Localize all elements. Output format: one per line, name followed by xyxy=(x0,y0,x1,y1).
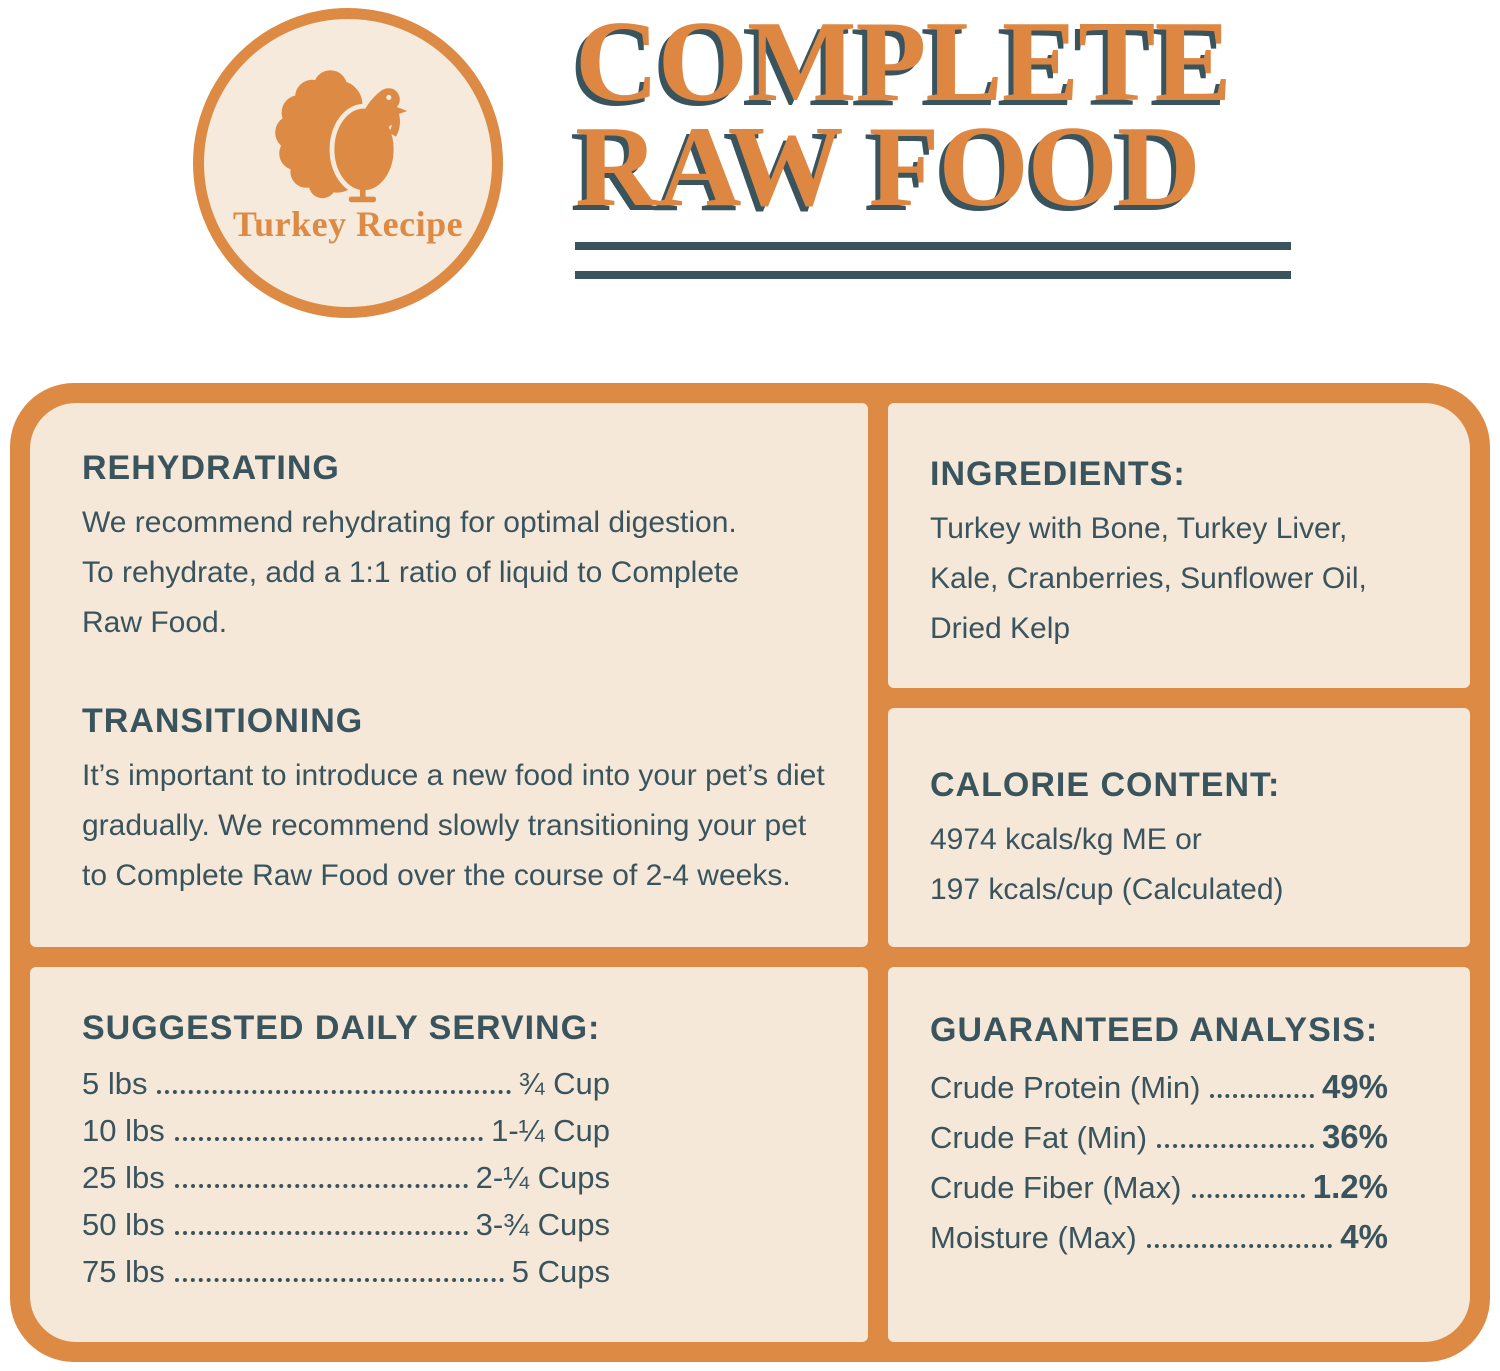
info-panel-grid: REHYDRATING We recommend rehydrating for… xyxy=(10,383,1490,1362)
serving-amount: 5 Cups xyxy=(511,1254,610,1289)
dotted-leader xyxy=(1191,1194,1305,1198)
serving-row: 10 lbs 1-¼ Cup xyxy=(82,1107,610,1154)
dotted-leader xyxy=(174,1278,504,1282)
analysis-value: 36% xyxy=(1321,1118,1388,1155)
title-underline-2 xyxy=(575,271,1291,279)
analysis-label: Moisture (Max) xyxy=(930,1220,1137,1255)
ingredients-heading: INGREDIENTS: xyxy=(930,455,1186,493)
serving-amount: ¾ Cup xyxy=(518,1066,610,1101)
ingredients-body: Turkey with Bone, Turkey Liver, Kale, Cr… xyxy=(930,512,1367,645)
analysis-table: Crude Protein (Min) 49% Crude Fat (Min) … xyxy=(930,1062,1388,1262)
serving-heading: SUGGESTED DAILY SERVING: xyxy=(82,1009,601,1047)
calorie-line-1: 4974 kcals/kg ME or xyxy=(930,823,1202,856)
serving-weight: 75 lbs xyxy=(82,1254,165,1289)
serving-weight: 25 lbs xyxy=(82,1160,165,1195)
title-underline-1 xyxy=(575,242,1291,250)
dotted-leader xyxy=(174,1137,484,1141)
serving-table: 5 lbs ¾ Cup 10 lbs 1-¼ Cup 25 lbs 2-¼ Cu… xyxy=(82,1060,610,1295)
serving-row: 75 lbs 5 Cups xyxy=(82,1248,610,1295)
serving-row: 25 lbs 2-¼ Cups xyxy=(82,1154,610,1201)
serving-amount: 2-¼ Cups xyxy=(475,1160,610,1195)
calorie-heading: CALORIE CONTENT: xyxy=(930,766,1281,804)
analysis-value: 4% xyxy=(1340,1218,1388,1255)
analysis-label: Crude Protein (Min) xyxy=(930,1070,1201,1105)
serving-weight: 50 lbs xyxy=(82,1207,165,1242)
dotted-leader xyxy=(174,1184,468,1188)
analysis-row: Moisture (Max) 4% xyxy=(930,1212,1388,1262)
analysis-value: 1.2% xyxy=(1312,1168,1388,1205)
rehydrating-heading: REHYDRATING xyxy=(82,449,340,487)
recipe-badge: Turkey Recipe xyxy=(193,8,503,318)
analysis-row: Crude Protein (Min) 49% xyxy=(930,1062,1388,1112)
calorie-line-2: 197 kcals/cup (Calculated) xyxy=(930,873,1284,906)
rehydrating-body: We recommend rehydrating for optimal dig… xyxy=(82,506,740,639)
analysis-label: Crude Fiber (Max) xyxy=(930,1170,1182,1205)
serving-weight: 5 lbs xyxy=(82,1066,148,1101)
serving-amount: 1-¼ Cup xyxy=(491,1113,610,1148)
serving-amount: 3-¾ Cups xyxy=(475,1207,610,1242)
analysis-heading: GUARANTEED ANALYSIS: xyxy=(930,1011,1379,1049)
analysis-value: 49% xyxy=(1321,1068,1388,1105)
dotted-leader xyxy=(1157,1144,1314,1148)
feeding-instructions-panel: REHYDRATING We recommend rehydrating for… xyxy=(30,403,868,947)
turkey-icon xyxy=(275,70,408,203)
dotted-leader xyxy=(174,1231,468,1235)
dotted-leader xyxy=(157,1090,511,1094)
transitioning-heading: TRANSITIONING xyxy=(82,702,364,740)
serving-weight: 10 lbs xyxy=(82,1113,165,1148)
transitioning-body: It’s important to introduce a new food i… xyxy=(82,759,825,892)
title-line-1: COMPLETE xyxy=(575,0,1232,126)
left-column: REHYDRATING We recommend rehydrating for… xyxy=(30,403,868,1342)
badge-label: Turkey Recipe xyxy=(232,204,464,244)
dotted-leader xyxy=(1146,1244,1333,1248)
daily-serving-panel: SUGGESTED DAILY SERVING: 5 lbs ¾ Cup 10 … xyxy=(30,967,868,1342)
right-column: INGREDIENTS: Turkey with Bone, Turkey Li… xyxy=(888,403,1470,1342)
serving-row: 5 lbs ¾ Cup xyxy=(82,1060,610,1107)
analysis-row: Crude Fiber (Max) 1.2% xyxy=(930,1162,1388,1212)
ingredients-panel: INGREDIENTS: Turkey with Bone, Turkey Li… xyxy=(888,403,1470,688)
serving-row: 50 lbs 3-¾ Cups xyxy=(82,1201,610,1248)
title-line-2: RAW FOOD xyxy=(575,103,1201,231)
dotted-leader xyxy=(1210,1094,1314,1098)
product-title: COMPLETE RAW FOOD xyxy=(575,0,1291,279)
calorie-content-panel: CALORIE CONTENT: 4974 kcals/kg ME or 197… xyxy=(888,708,1470,947)
guaranteed-analysis-panel: GUARANTEED ANALYSIS: Crude Protein (Min)… xyxy=(888,967,1470,1342)
analysis-label: Crude Fat (Min) xyxy=(930,1120,1148,1155)
analysis-row: Crude Fat (Min) 36% xyxy=(930,1112,1388,1162)
